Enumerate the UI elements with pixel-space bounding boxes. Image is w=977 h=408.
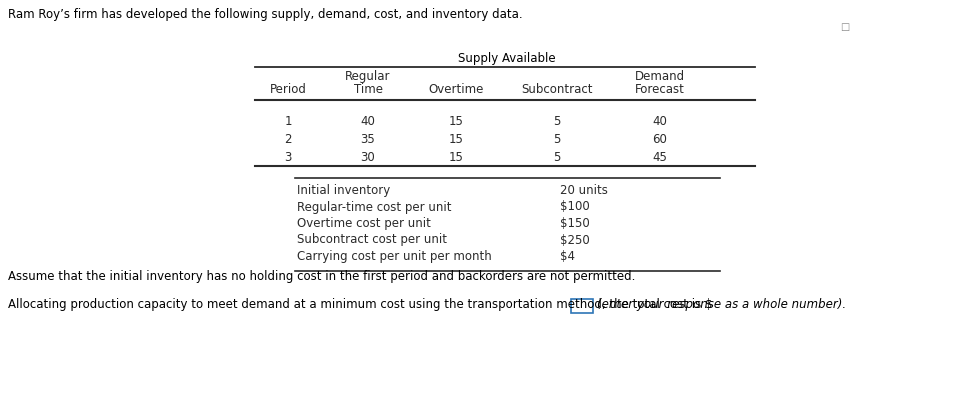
Text: 1: 1 [284,115,292,128]
Text: 15: 15 [448,115,463,128]
Text: 5: 5 [553,151,561,164]
Text: 40: 40 [653,115,667,128]
Text: Demand: Demand [635,70,685,83]
Text: Ram Roy’s firm has developed the following supply, demand, cost, and inventory d: Ram Roy’s firm has developed the followi… [8,8,523,21]
Text: Overtime: Overtime [428,83,484,96]
Text: Overtime cost per unit: Overtime cost per unit [297,217,431,230]
Text: 20 units: 20 units [560,184,608,197]
Text: Carrying cost per unit per month: Carrying cost per unit per month [297,250,491,263]
Text: Regular-time cost per unit: Regular-time cost per unit [297,200,451,213]
Text: 5: 5 [553,133,561,146]
Text: Subcontract cost per unit: Subcontract cost per unit [297,233,447,246]
Text: Supply Available: Supply Available [458,52,556,65]
Text: $4: $4 [560,250,575,263]
Text: 15: 15 [448,151,463,164]
Text: Time: Time [354,83,383,96]
Text: Forecast: Forecast [635,83,685,96]
Text: 30: 30 [361,151,375,164]
Text: 3: 3 [284,151,292,164]
Text: 35: 35 [361,133,375,146]
FancyBboxPatch shape [571,299,593,313]
Text: 5: 5 [553,115,561,128]
Text: $100: $100 [560,200,590,213]
Text: 40: 40 [361,115,375,128]
Text: (enter your response as a whole number).: (enter your response as a whole number). [597,298,846,311]
Text: Period: Period [270,83,307,96]
Text: Initial inventory: Initial inventory [297,184,390,197]
Text: Allocating production capacity to meet demand at a minimum cost using the transp: Allocating production capacity to meet d… [8,298,712,311]
Text: □: □ [840,22,850,32]
Text: 2: 2 [284,133,292,146]
Text: 60: 60 [653,133,667,146]
Text: 15: 15 [448,133,463,146]
Text: Regular: Regular [345,70,391,83]
Text: Assume that the initial inventory has no holding cost in the first period and ba: Assume that the initial inventory has no… [8,270,635,283]
Text: $150: $150 [560,217,590,230]
Text: Subcontract: Subcontract [522,83,593,96]
Text: $250: $250 [560,233,590,246]
Text: 45: 45 [653,151,667,164]
